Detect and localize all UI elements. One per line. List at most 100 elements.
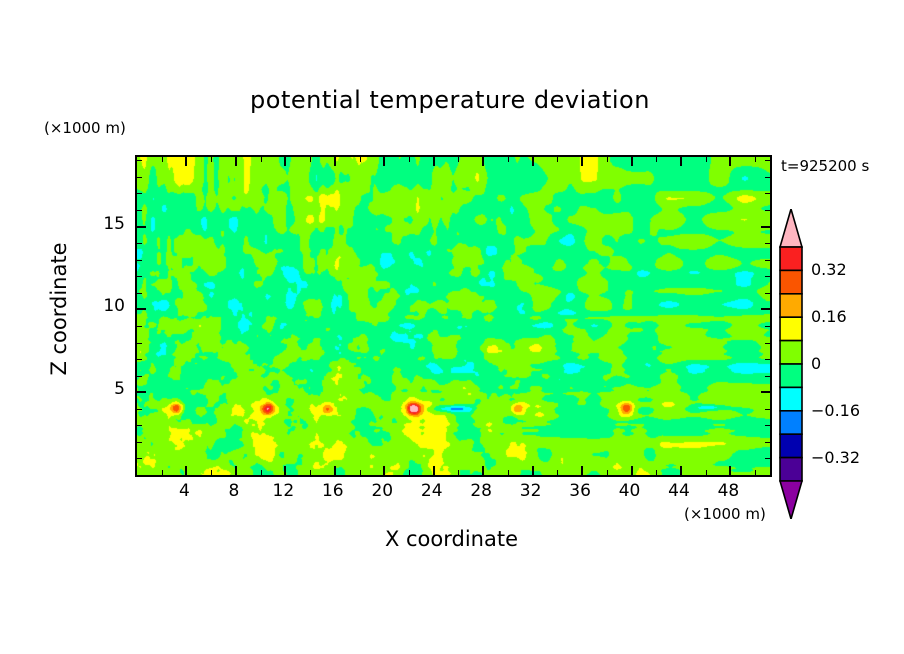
x-tick-mark-top	[458, 157, 459, 162]
colorbar-band	[779, 246, 803, 272]
x-tick-label: 48	[717, 481, 740, 501]
y-tick-mark-right	[761, 226, 770, 228]
colorbar-under-arrow	[779, 480, 803, 519]
x-tick-label: 16	[321, 481, 344, 501]
y-tick-mark	[137, 458, 142, 459]
y-tick-mark-right	[765, 359, 770, 360]
x-tick-mark	[360, 470, 361, 475]
x-tick-mark-top	[656, 157, 657, 162]
x-tick-label: 40	[618, 481, 641, 501]
x-tick-mark-top	[581, 157, 583, 166]
y-tick-mark	[137, 210, 142, 211]
colorbar-tick-label: 0.16	[811, 307, 847, 327]
x-tick-mark-top	[607, 157, 608, 162]
x-tick-mark	[162, 470, 163, 475]
y-tick-mark	[137, 276, 142, 277]
x-tick-mark-top	[360, 157, 361, 162]
x-tick-mark-top	[729, 157, 731, 166]
x-tick-mark	[211, 470, 212, 475]
x-tick-label: 32	[519, 481, 542, 501]
colorbar-band	[779, 386, 803, 412]
y-tick-mark-right	[761, 391, 770, 393]
y-tick-mark-right	[765, 177, 770, 178]
x-tick-mark	[458, 470, 459, 475]
x-tick-label: 28	[470, 481, 492, 501]
y-tick-mark-right	[765, 193, 770, 194]
x-tick-mark-top	[508, 157, 509, 162]
x-tick-label: 24	[420, 481, 443, 501]
x-tick-mark-top	[409, 157, 410, 162]
x-tick-mark-top	[185, 157, 187, 166]
y-tick-mark-right	[765, 376, 770, 377]
colorbar	[779, 209, 803, 519]
colorbar-band	[779, 363, 803, 389]
x-tick-mark	[310, 470, 311, 475]
colorbar-tick-label: −0.32	[811, 447, 861, 467]
x-tick-mark	[482, 466, 484, 475]
x-tick-mark	[656, 470, 657, 475]
y-tick-mark	[137, 391, 146, 393]
y-tick-mark	[137, 308, 146, 310]
y-tick-mark-right	[765, 458, 770, 459]
y-tick-mark-right	[765, 343, 770, 344]
x-tick-mark-top	[631, 157, 633, 166]
x-tick-mark	[508, 470, 509, 475]
x-tick-label: 20	[371, 481, 394, 501]
x-tick-mark-top	[557, 157, 558, 162]
y-tick-mark-right	[765, 293, 770, 294]
y-tick-mark-right	[765, 326, 770, 327]
x-tick-mark-top	[482, 157, 484, 166]
x-tick-mark-top	[433, 157, 435, 166]
x-tick-mark-top	[532, 157, 534, 166]
plot-area	[135, 155, 772, 477]
x-tick-mark	[409, 470, 410, 475]
colorbar-band	[779, 316, 803, 342]
x-tick-mark	[284, 466, 286, 475]
y-tick-mark-right	[765, 425, 770, 426]
x-tick-mark-top	[755, 157, 756, 162]
y-tick-mark	[137, 409, 142, 410]
y-tick-mark-right	[761, 308, 770, 310]
x-axis-title: X coordinate	[384, 527, 519, 551]
contour-field-canvas	[137, 157, 770, 475]
x-tick-label: 12	[272, 481, 295, 501]
colorbar-band	[779, 293, 803, 319]
y-tick-mark-right	[765, 442, 770, 443]
x-tick-mark	[755, 470, 756, 475]
x-tick-mark	[729, 466, 731, 475]
y-tick-mark-right	[765, 210, 770, 211]
x-tick-mark	[235, 466, 237, 475]
page-title: potential temperature deviation	[250, 86, 650, 114]
x-tick-mark-top	[334, 157, 336, 166]
x-tick-mark	[532, 466, 534, 475]
y-tick-mark	[137, 177, 142, 178]
colorbar-band	[779, 339, 803, 365]
timestamp-label: t=925200 s	[781, 157, 870, 175]
x-tick-label: 44	[668, 481, 690, 501]
y-tick-mark-right	[765, 260, 770, 261]
x-tick-mark-top	[162, 157, 163, 162]
x-tick-mark	[383, 466, 385, 475]
x-tick-mark	[680, 466, 682, 475]
colorbar-tick-label: −0.16	[811, 400, 861, 420]
y-tick-mark	[137, 160, 142, 161]
x-tick-mark	[557, 470, 558, 475]
x-tick-mark	[185, 466, 187, 475]
y-tick-mark	[137, 425, 142, 426]
x-tick-mark	[581, 466, 583, 475]
colorbar-band	[779, 433, 803, 459]
colorbar-tick-label: 0.32	[811, 260, 847, 280]
x-tick-mark-top	[383, 157, 385, 166]
y-tick-label: 10	[103, 296, 125, 317]
y-tick-mark	[137, 442, 142, 443]
x-tick-mark-top	[235, 157, 237, 166]
y-tick-label: 15	[103, 213, 125, 234]
y-tick-mark	[137, 243, 142, 244]
colorbar-over-arrow	[779, 209, 803, 248]
y-tick-label: 5	[114, 379, 125, 400]
y-tick-mark	[137, 260, 142, 261]
y-tick-mark	[137, 193, 142, 194]
y-tick-mark	[137, 343, 142, 344]
x-tick-mark	[706, 470, 707, 475]
